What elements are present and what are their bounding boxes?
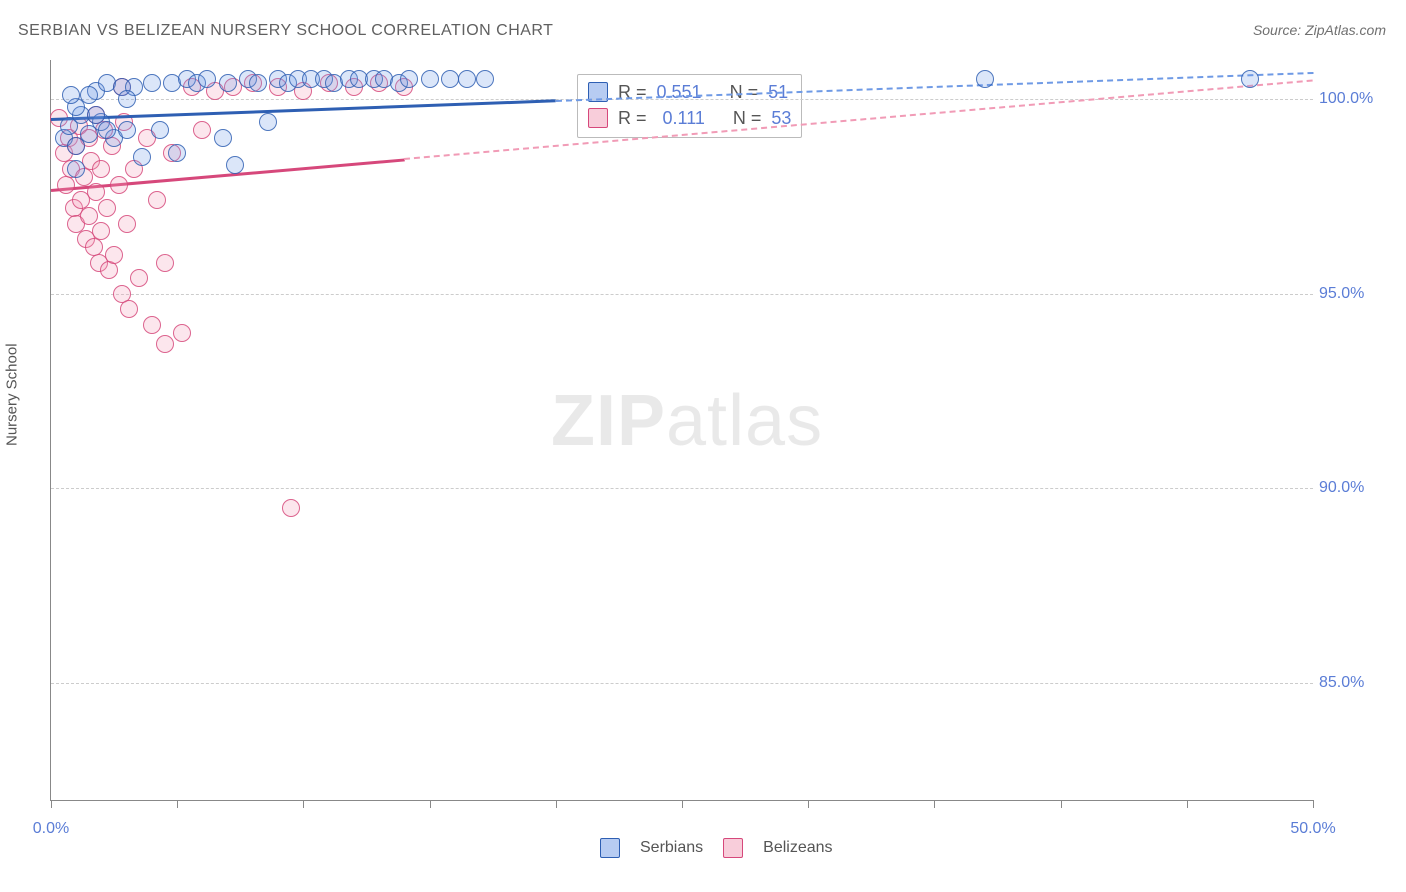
data-point (118, 90, 136, 108)
legend-label-belizeans: Belizeans (763, 839, 832, 857)
xtick (1061, 800, 1062, 808)
data-point (976, 70, 994, 88)
data-point (476, 70, 494, 88)
data-point (458, 70, 476, 88)
data-point (168, 144, 186, 162)
data-point (151, 121, 169, 139)
data-point (226, 156, 244, 174)
data-point (156, 254, 174, 272)
xtick (1313, 800, 1314, 808)
gridline (51, 294, 1313, 295)
data-point (120, 300, 138, 318)
data-point (400, 70, 418, 88)
watermark-rest: atlas (666, 381, 823, 461)
gridline (51, 488, 1313, 489)
data-point (100, 261, 118, 279)
watermark-bold: ZIP (551, 381, 666, 461)
plot-area: ZIPatlas R = 0.551 N = 51 R = 0.111 N = … (50, 60, 1313, 801)
data-point (92, 160, 110, 178)
data-point (193, 121, 211, 139)
source-label: Source: ZipAtlas.com (1253, 22, 1386, 38)
ytick-label: 85.0% (1319, 674, 1399, 692)
data-point (282, 499, 300, 517)
ytick-label: 95.0% (1319, 285, 1399, 303)
legend-swatch-belizeans (723, 838, 743, 858)
gridline (51, 99, 1313, 100)
xtick (177, 800, 178, 808)
data-point (148, 191, 166, 209)
data-point (92, 222, 110, 240)
xtick (556, 800, 557, 808)
n-label: N = (733, 108, 762, 129)
gridline (51, 683, 1313, 684)
xtick (934, 800, 935, 808)
xtick-label: 50.0% (1290, 820, 1335, 838)
data-point (173, 324, 191, 342)
y-axis-label: Nursery School (4, 343, 21, 446)
xtick (303, 800, 304, 808)
data-point (87, 106, 105, 124)
data-point (219, 74, 237, 92)
data-point (421, 70, 439, 88)
data-point (98, 199, 116, 217)
swatch-belizeans (588, 108, 608, 128)
data-point (130, 269, 148, 287)
data-point (67, 160, 85, 178)
watermark: ZIPatlas (551, 380, 823, 462)
data-point (1241, 70, 1259, 88)
ytick-label: 90.0% (1319, 479, 1399, 497)
data-point (80, 207, 98, 225)
xtick-label: 0.0% (33, 820, 69, 838)
r-value-belizeans: 0.111 (663, 108, 705, 129)
legend-swatch-serbians (600, 838, 620, 858)
data-point (143, 74, 161, 92)
data-point (249, 74, 267, 92)
data-point (118, 121, 136, 139)
trendline (404, 79, 1313, 160)
data-point (80, 86, 98, 104)
xtick (430, 800, 431, 808)
legend: Serbians Belizeans (600, 838, 833, 858)
data-point (441, 70, 459, 88)
data-point (110, 176, 128, 194)
data-point (105, 246, 123, 264)
data-point (62, 86, 80, 104)
data-point (57, 176, 75, 194)
ytick-label: 100.0% (1319, 90, 1399, 108)
data-point (214, 129, 232, 147)
data-point (198, 70, 216, 88)
chart-title: SERBIAN VS BELIZEAN NURSERY SCHOOL CORRE… (18, 22, 553, 40)
data-point (156, 335, 174, 353)
xtick (808, 800, 809, 808)
xtick (682, 800, 683, 808)
data-point (143, 316, 161, 334)
r-label: R = (618, 108, 647, 129)
data-point (118, 215, 136, 233)
data-point (133, 148, 151, 166)
data-point (98, 121, 116, 139)
data-point (259, 113, 277, 131)
xtick (51, 800, 52, 808)
legend-label-serbians: Serbians (640, 839, 703, 857)
xtick (1187, 800, 1188, 808)
